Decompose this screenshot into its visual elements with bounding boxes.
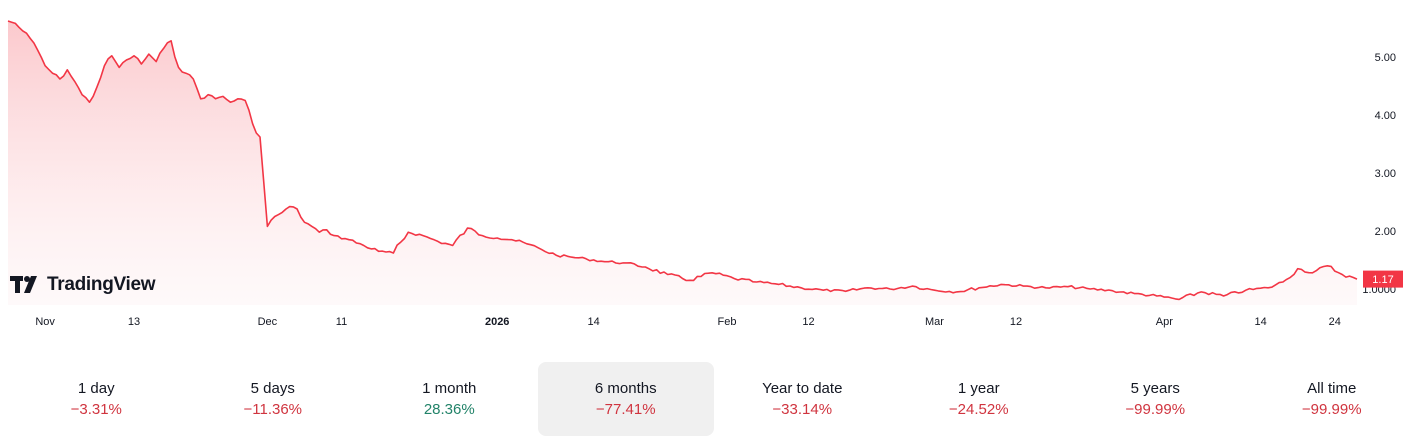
range-label: 1 year	[957, 380, 1000, 397]
range-button-6-months[interactable]: 6 months −77.41%	[537, 362, 714, 436]
range-button-year-to-date[interactable]: Year to date −33.14%	[714, 362, 891, 436]
x-tick-label: 12	[1010, 316, 1022, 328]
range-change-value: 28.36%	[423, 401, 475, 418]
x-tick-label: Nov	[35, 316, 55, 328]
range-button-1-year[interactable]: 1 year −24.52%	[891, 362, 1068, 436]
x-tick-label: 12	[802, 316, 814, 328]
x-tick-label: 14	[1254, 316, 1266, 328]
range-label: 6 months	[594, 380, 657, 397]
y-tick-label: 5.00	[1375, 52, 1396, 64]
x-tick-label: 11	[336, 316, 347, 328]
price-chart[interactable]: 5.004.003.002.001.0000 Nov 13 Dec 11 2026 14 F…	[0, 0, 1428, 340]
x-tick-label: 14	[587, 316, 599, 328]
x-tick-label: Apr	[1156, 316, 1173, 328]
y-tick-label: 2.00	[1375, 226, 1396, 238]
range-button-5-days[interactable]: 5 days −11.36%	[185, 362, 362, 436]
y-axis: 5.004.003.002.001.0000	[1362, 52, 1396, 296]
range-button-1-month[interactable]: 1 month 28.36%	[361, 362, 538, 436]
y-tick-label: 3.00	[1375, 168, 1396, 180]
x-tick-label: Feb	[718, 316, 737, 328]
x-tick-label: Dec	[258, 316, 278, 328]
x-tick-label: 24	[1329, 316, 1341, 328]
range-button-5-years[interactable]: 5 years −99.99%	[1067, 362, 1244, 436]
x-tick-label: 2026	[485, 316, 509, 328]
last-price-tag: 1.17	[1363, 270, 1403, 288]
range-button-1-day[interactable]: 1 day −3.31%	[8, 362, 185, 436]
range-change-value: −24.52%	[948, 401, 1009, 418]
range-label: Year to date	[762, 380, 843, 397]
range-change-value: −77.41%	[595, 401, 656, 418]
time-range-selector: 1 day −3.31% 5 days −11.36% 1 month 28.36% 6 m…	[8, 362, 1420, 436]
range-label: 1 day	[77, 380, 115, 397]
tradingview-logo[interactable]: TradingView	[10, 274, 156, 296]
range-change-value: −3.31%	[70, 401, 122, 418]
y-tick-label: 4.00	[1375, 110, 1396, 122]
x-tick-label: 13	[128, 316, 140, 328]
tradingview-logo-icon	[10, 276, 37, 293]
range-change-value: −33.14%	[772, 401, 833, 418]
range-label: 1 month	[422, 380, 477, 397]
price-area-fill	[8, 21, 1357, 305]
range-label: All time	[1307, 380, 1357, 397]
range-button-all-time[interactable]: All time −99.99%	[1244, 362, 1421, 436]
range-label: 5 days	[250, 380, 295, 397]
range-label: 5 years	[1130, 380, 1180, 397]
price-line	[7, 20, 1358, 301]
range-change-value: −11.36%	[243, 401, 303, 418]
x-tick-label: Mar	[925, 316, 944, 328]
x-axis: Nov 13 Dec 11 2026 14 Feb 12 Mar 12 Apr 14 24	[35, 316, 1341, 328]
last-price-label: 1.17	[1372, 274, 1393, 286]
range-change-value: −99.99%	[1301, 401, 1362, 418]
range-change-value: −99.99%	[1125, 401, 1186, 418]
tradingview-logo-text: TradingView	[47, 274, 156, 295]
